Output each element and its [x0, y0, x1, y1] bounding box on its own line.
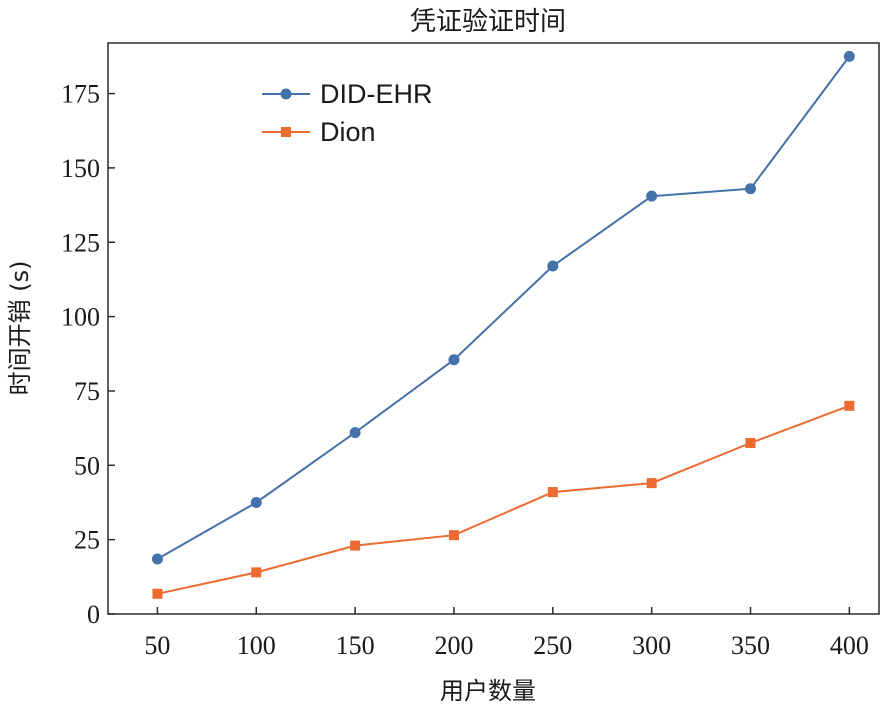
data-point-did-ehr [745, 183, 756, 195]
x-tick-label: 200 [434, 631, 473, 660]
x-tick-label: 100 [237, 631, 276, 660]
x-tick-label: 250 [533, 631, 572, 660]
data-point-did-ehr [448, 354, 460, 366]
y-axis-ticks: 0 25 50 75 100 125 150 175 [61, 80, 115, 629]
data-point-dion [745, 437, 756, 448]
y-tick-label: 0 [87, 600, 100, 629]
x-tick-label: 350 [731, 631, 770, 660]
plot-border [107, 42, 880, 615]
data-point-did-ehr [843, 50, 855, 62]
y-tick-label: 125 [61, 228, 100, 257]
y-tick-label: 75 [74, 377, 100, 406]
y-tick-label: 100 [61, 303, 100, 332]
y-axis-label: 时间开销 (s) [6, 261, 34, 396]
data-point-dion [646, 478, 657, 489]
data-point-dion [448, 530, 459, 541]
series-line-dion [157, 404, 850, 595]
x-tick-label: 50 [144, 631, 170, 660]
data-point-did-ehr [547, 260, 559, 272]
legend-marker-did-ehr [280, 88, 292, 100]
data-point-did-ehr [646, 190, 658, 202]
data-point-dion [152, 588, 163, 599]
x-tick-label: 400 [830, 631, 869, 660]
y-tick-label: 150 [61, 154, 100, 183]
series-layer [151, 50, 855, 599]
data-point-dion [547, 487, 558, 498]
legend-label-did-ehr: DID-EHR [320, 79, 433, 109]
x-axis-label: 用户数量 [440, 677, 536, 705]
data-point-did-ehr [250, 496, 262, 508]
plot-frame [107, 42, 880, 615]
y-tick-label: 175 [61, 80, 100, 109]
x-axis-ticks: 50 100 150 200 250 300 350 400 [144, 607, 869, 660]
data-point-did-ehr [151, 553, 163, 565]
legend-marker-dion [281, 127, 291, 137]
chart-title: 凭证验证时间 [410, 7, 566, 37]
x-tick-label: 300 [632, 631, 671, 660]
legend-label-dion: Dion [320, 117, 376, 147]
data-point-dion [251, 567, 262, 578]
data-point-dion [844, 400, 855, 411]
x-tick-label: 150 [336, 631, 375, 660]
data-point-did-ehr [349, 427, 361, 439]
y-tick-label: 25 [74, 526, 100, 555]
legend: DID-EHR Dion [262, 79, 433, 147]
y-tick-label: 50 [74, 451, 100, 480]
data-point-dion [350, 540, 361, 551]
series-line-did-ehr [156, 55, 851, 560]
